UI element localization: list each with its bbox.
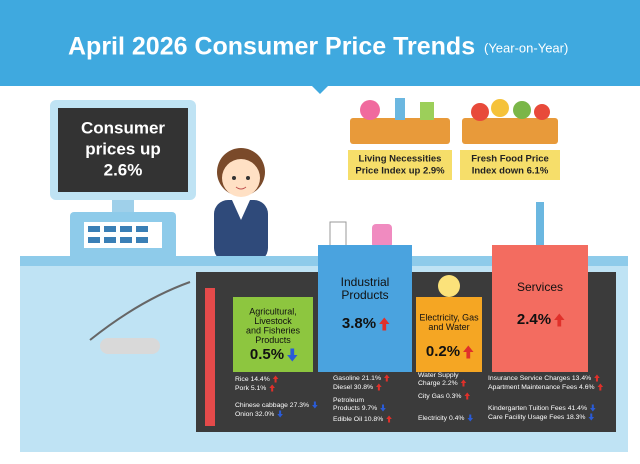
register-keys xyxy=(88,226,148,243)
category-name: Livestock xyxy=(254,316,292,326)
item-arrow xyxy=(269,384,275,392)
category-arrow xyxy=(463,345,474,359)
item-arrow xyxy=(384,374,390,382)
category-arrow xyxy=(379,317,390,331)
bottle-icon xyxy=(372,224,392,248)
category-value: 0.2% xyxy=(426,343,460,360)
category-name: and Fisheries xyxy=(246,325,301,335)
item-text: Electricity 0.4% xyxy=(418,415,464,422)
monitor-text: Consumer xyxy=(81,118,165,137)
header-pointer xyxy=(312,86,328,94)
item-arrow xyxy=(590,404,596,412)
item-arrow xyxy=(464,392,471,400)
item-arrow xyxy=(272,375,279,383)
monitor-text: 2.6% xyxy=(104,160,143,179)
item-text: Onion 32.0% xyxy=(235,411,274,418)
basket-label: Index down 6.1% xyxy=(472,166,549,177)
item-text: Insurance Service Charges 13.4% xyxy=(488,375,591,382)
basket-left xyxy=(348,98,452,180)
item-arrow xyxy=(588,413,595,421)
basket-label: Fresh Food Price xyxy=(471,154,549,165)
monitor-stand xyxy=(112,200,134,212)
header-band xyxy=(0,0,640,86)
item-text: Pork 5.1% xyxy=(235,385,266,392)
category-name: Electricity, Gas xyxy=(419,312,479,322)
category-box xyxy=(233,297,313,372)
item-arrow xyxy=(312,401,318,409)
item-text: Products 9.7% xyxy=(333,405,377,412)
item-text: Rice 14.4% xyxy=(235,376,270,383)
bulb-icon xyxy=(438,275,460,297)
register-keypad xyxy=(84,222,162,248)
item-text: Petroleum xyxy=(333,397,364,404)
item-arrow xyxy=(380,404,386,412)
category-value: 2.4% xyxy=(517,311,551,328)
category-value: 0.5% xyxy=(250,346,284,363)
subtitle: (Year-on-Year) xyxy=(484,40,568,55)
thermometer-icon xyxy=(536,202,544,246)
item-arrow xyxy=(277,410,283,418)
scanner xyxy=(100,338,160,354)
category-name: and Water xyxy=(428,322,469,332)
category-name: Industrial xyxy=(341,275,390,289)
item-text: Chinese cabbage 27.3% xyxy=(235,402,309,409)
milk-icon xyxy=(329,221,347,249)
category-box xyxy=(318,245,412,372)
category-arrow xyxy=(554,313,565,327)
item-arrow xyxy=(467,414,474,422)
panel-stripe xyxy=(205,288,215,426)
item-text: Water Supply xyxy=(418,372,459,379)
item-text: Gasoline 21.1% xyxy=(333,375,381,382)
category-box xyxy=(416,297,482,372)
item-text: Care Facility Usage Fees 18.3% xyxy=(488,414,585,421)
item-text: Charge 2.2% xyxy=(418,380,458,387)
title: April 2026 Consumer Price Trends xyxy=(68,33,475,61)
monitor-screen xyxy=(58,108,188,192)
item-arrow xyxy=(376,383,382,391)
category-box xyxy=(492,245,588,372)
item-arrow xyxy=(597,383,604,391)
item-text: Apartment Maintenance Fees 4.6% xyxy=(488,384,595,391)
category-name: Products xyxy=(341,288,388,302)
basket-label: Living Necessities xyxy=(359,154,442,165)
category-name: Agricultural, xyxy=(249,306,297,316)
category-name: Services xyxy=(517,280,563,294)
item-text: Kindergarten Tuition Fees 41.4% xyxy=(488,405,587,412)
category-arrow xyxy=(287,348,298,362)
basket-right xyxy=(460,99,560,180)
scanner-cord xyxy=(89,281,191,341)
monitor-text: prices up xyxy=(85,139,161,158)
item-arrow xyxy=(594,374,600,382)
item-text: Diesel 30.8% xyxy=(333,384,373,391)
cashier xyxy=(214,148,268,262)
category-name: Products xyxy=(255,335,291,345)
basket-label: Price Index up 2.9% xyxy=(355,166,445,177)
item-arrow xyxy=(386,415,392,423)
category-value: 3.8% xyxy=(342,315,376,332)
item-arrow xyxy=(460,379,467,387)
item-text: City Gas 0.3% xyxy=(418,393,461,400)
item-text: Edible Oil 10.8% xyxy=(333,416,383,423)
